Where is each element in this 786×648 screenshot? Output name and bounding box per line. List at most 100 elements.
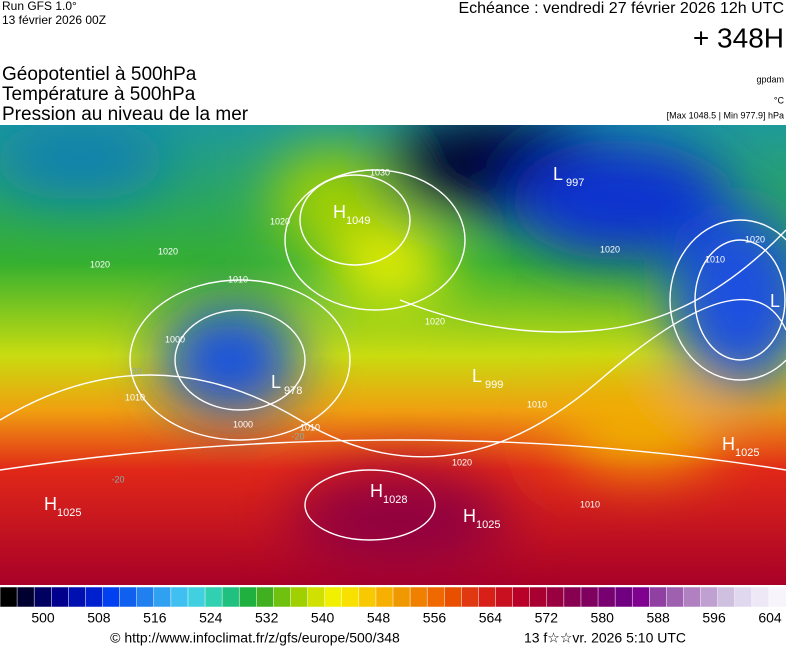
colorbar-cell bbox=[290, 586, 309, 608]
colorbar-cell bbox=[666, 586, 685, 608]
colorbar-cell bbox=[426, 586, 446, 608]
isobar-label: 1020 bbox=[745, 234, 765, 244]
map bbox=[0, 125, 786, 585]
colorbar-label: 540 bbox=[311, 610, 335, 626]
colorbar-label: 580 bbox=[591, 610, 615, 626]
colorbar-label: 524 bbox=[199, 610, 223, 626]
colorbar-cell bbox=[102, 586, 121, 608]
colorbar-label: 604 bbox=[758, 610, 782, 626]
colorbar-cell bbox=[307, 586, 326, 608]
colorbar-cell bbox=[649, 586, 668, 608]
run-date: 13 février 2026 00Z bbox=[2, 13, 106, 27]
colorbar-cell bbox=[734, 586, 753, 608]
pressure-value: 1025 bbox=[735, 447, 759, 459]
colorbar-cell bbox=[563, 586, 582, 608]
isobar-label: 1020 bbox=[452, 457, 472, 467]
pressure-letter: H bbox=[44, 494, 57, 514]
colorbar-cell bbox=[768, 586, 786, 608]
colorbar-cell bbox=[700, 586, 719, 608]
isobar-label: 1030 bbox=[370, 167, 390, 177]
colorbar-cell bbox=[512, 586, 531, 608]
colorbar-cell bbox=[119, 586, 138, 608]
colorbar-cell bbox=[204, 586, 223, 608]
colorbar-cell bbox=[495, 586, 514, 608]
pressure-value: 997 bbox=[566, 177, 584, 189]
colorbar-cell bbox=[751, 586, 770, 608]
isobar-label: 1020 bbox=[600, 244, 620, 254]
colorbar-label: 556 bbox=[423, 610, 447, 626]
colorbar-label: 564 bbox=[479, 610, 503, 626]
colorbar-cell bbox=[256, 586, 275, 608]
colorbar-label: 508 bbox=[87, 610, 111, 626]
pressure-letter: H bbox=[722, 434, 735, 454]
colorbar-cell bbox=[631, 586, 651, 608]
pressure-value: 1025 bbox=[57, 507, 81, 519]
pressure-letter: L bbox=[770, 291, 780, 311]
colorbar-cell bbox=[153, 586, 172, 608]
colorbar-cell bbox=[358, 586, 377, 608]
note: °C bbox=[774, 95, 785, 105]
pressure-value: 1049 bbox=[346, 215, 370, 227]
colorbar-cell bbox=[0, 586, 18, 608]
colorbar-cell bbox=[238, 586, 258, 608]
title: Géopotentiel à 500hPa bbox=[2, 64, 197, 85]
colorbar-cell bbox=[461, 586, 480, 608]
colorbar-cell bbox=[529, 586, 548, 608]
note: gpdam bbox=[756, 74, 784, 84]
temperature-label: -20 bbox=[128, 366, 141, 376]
colorbar-label: 516 bbox=[143, 610, 167, 626]
colorbar-cell bbox=[33, 586, 53, 608]
pressure-letter: L bbox=[271, 372, 281, 392]
isobar-label: 1010 bbox=[228, 274, 248, 284]
run: Run GFS 1.0° bbox=[2, 0, 77, 13]
isobar-label: 1010 bbox=[705, 254, 725, 264]
colorbar-label: 500 bbox=[31, 610, 55, 626]
isobar-label: 1020 bbox=[270, 216, 290, 226]
pressure-value: 978 bbox=[284, 385, 302, 397]
pressure-letter: L bbox=[553, 164, 563, 184]
colorbar-label: 596 bbox=[702, 610, 726, 626]
lead-time: + 348H bbox=[693, 22, 784, 53]
colorbar-cell bbox=[187, 586, 206, 608]
colorbar-cell bbox=[717, 586, 736, 608]
pressure-letter: H bbox=[370, 481, 383, 501]
colorbar-cell bbox=[597, 586, 616, 608]
colorbar-cell bbox=[221, 586, 240, 608]
colorbar-label: 572 bbox=[535, 610, 559, 626]
isobar-label: 1000 bbox=[233, 419, 253, 429]
pressure-value: 999 bbox=[485, 379, 503, 391]
pressure-value: 1025 bbox=[476, 519, 500, 531]
colorbar-label: 532 bbox=[255, 610, 279, 626]
valid-time: Echéance : vendredi 27 février 2026 12h … bbox=[458, 0, 784, 17]
pressure-value: 1028 bbox=[383, 494, 407, 506]
title: Pression au niveau de la mer bbox=[2, 104, 249, 125]
colorbar-cell bbox=[341, 586, 360, 608]
colorbar-cell bbox=[614, 586, 633, 608]
colorbar-cell bbox=[324, 586, 343, 608]
isobar-label: 1000 bbox=[165, 334, 185, 344]
colorbar-cell bbox=[16, 586, 35, 608]
colorbar-cell bbox=[136, 586, 155, 608]
colorbar-label: 548 bbox=[367, 610, 391, 626]
colorbar-label: 588 bbox=[646, 610, 670, 626]
colorbar-cell bbox=[546, 586, 565, 608]
isobar-label: 1010 bbox=[300, 422, 320, 432]
pressure-letter: H bbox=[333, 202, 346, 222]
colorbar-cell bbox=[170, 586, 189, 608]
colorbar-cell bbox=[683, 586, 702, 608]
temperature-label: -20 bbox=[291, 431, 304, 441]
pressure-letter: L bbox=[472, 366, 482, 386]
colorbar-cell bbox=[68, 586, 87, 608]
colorbar-cell bbox=[444, 586, 463, 608]
temperature-label: -20 bbox=[111, 474, 124, 484]
isobar-label: 1010 bbox=[580, 499, 600, 509]
note: [Max 1048.5 | Min 977.9] hPa bbox=[667, 110, 784, 120]
colorbar-cell bbox=[375, 586, 394, 608]
isobar-label: 1020 bbox=[425, 316, 445, 326]
colorbar-cell bbox=[392, 586, 411, 608]
colorbar-cell bbox=[409, 586, 428, 608]
isobar-label: 1020 bbox=[90, 259, 110, 269]
colorbar-cell bbox=[51, 586, 70, 608]
colorbar-cell bbox=[273, 586, 292, 608]
